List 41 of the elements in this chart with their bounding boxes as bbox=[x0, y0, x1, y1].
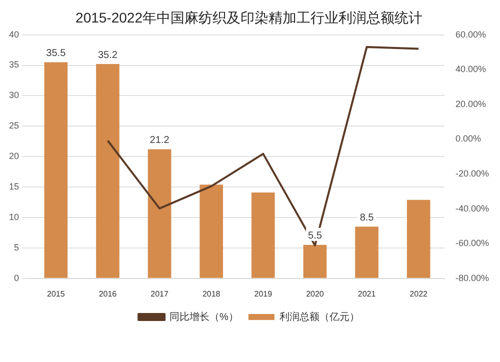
y2-tick-label: 40.00% bbox=[455, 64, 486, 74]
data-label: 35.5 bbox=[46, 48, 66, 59]
bar bbox=[44, 62, 68, 278]
x-tick-label: 2022 bbox=[410, 289, 428, 298]
y2-tick-label: -20.00% bbox=[455, 168, 490, 178]
data-label: 8.5 bbox=[360, 212, 374, 224]
x-tick-label: 2016 bbox=[98, 289, 118, 298]
y-tick-label: 0 bbox=[14, 272, 20, 283]
bar bbox=[303, 244, 327, 278]
legend-label: 利润总额（亿元） bbox=[279, 310, 360, 323]
bar bbox=[251, 192, 275, 278]
y-tick-label: 35 bbox=[8, 60, 20, 70]
x-tick-label: 2018 bbox=[202, 289, 221, 298]
y-tick-label: 5 bbox=[14, 242, 20, 252]
data-label: 35.2 bbox=[98, 50, 118, 61]
bar bbox=[148, 149, 172, 278]
y2-tick-label: 20.00% bbox=[455, 98, 486, 109]
bar bbox=[406, 200, 430, 278]
x-tick-label: 2017 bbox=[150, 289, 169, 298]
y2-tick-label: -40.00% bbox=[455, 203, 490, 214]
y2-tick-label: -60.00% bbox=[455, 238, 490, 248]
y2-tick-label: 0.00% bbox=[455, 134, 482, 144]
chart-title: 2015-2022年中国麻纺织及印染精加工行业利润总额统计 bbox=[76, 9, 422, 26]
x-tick-label: 2015 bbox=[47, 289, 66, 298]
y2-tick-label: -80.00% bbox=[455, 272, 490, 283]
y-tick-label: 40 bbox=[8, 29, 20, 40]
y-tick-label: 10 bbox=[8, 212, 20, 222]
y-tick-label: 30 bbox=[8, 90, 20, 100]
data-label: 5.5 bbox=[308, 230, 322, 242]
bar bbox=[355, 226, 378, 278]
y2-tick-label: 60.00% bbox=[455, 29, 486, 40]
x-tick-label: 2020 bbox=[306, 289, 324, 298]
y-tick-label: 15 bbox=[8, 182, 20, 192]
bar bbox=[96, 64, 120, 278]
legend-label: 同比增长（%） bbox=[170, 310, 238, 323]
data-label: 21.2 bbox=[150, 135, 170, 146]
x-tick-label: 2019 bbox=[254, 289, 273, 298]
bar bbox=[200, 184, 223, 278]
y-tick-label: 20 bbox=[8, 151, 20, 162]
y-tick-label: 25 bbox=[8, 120, 20, 131]
x-tick-label: 2021 bbox=[358, 289, 376, 298]
